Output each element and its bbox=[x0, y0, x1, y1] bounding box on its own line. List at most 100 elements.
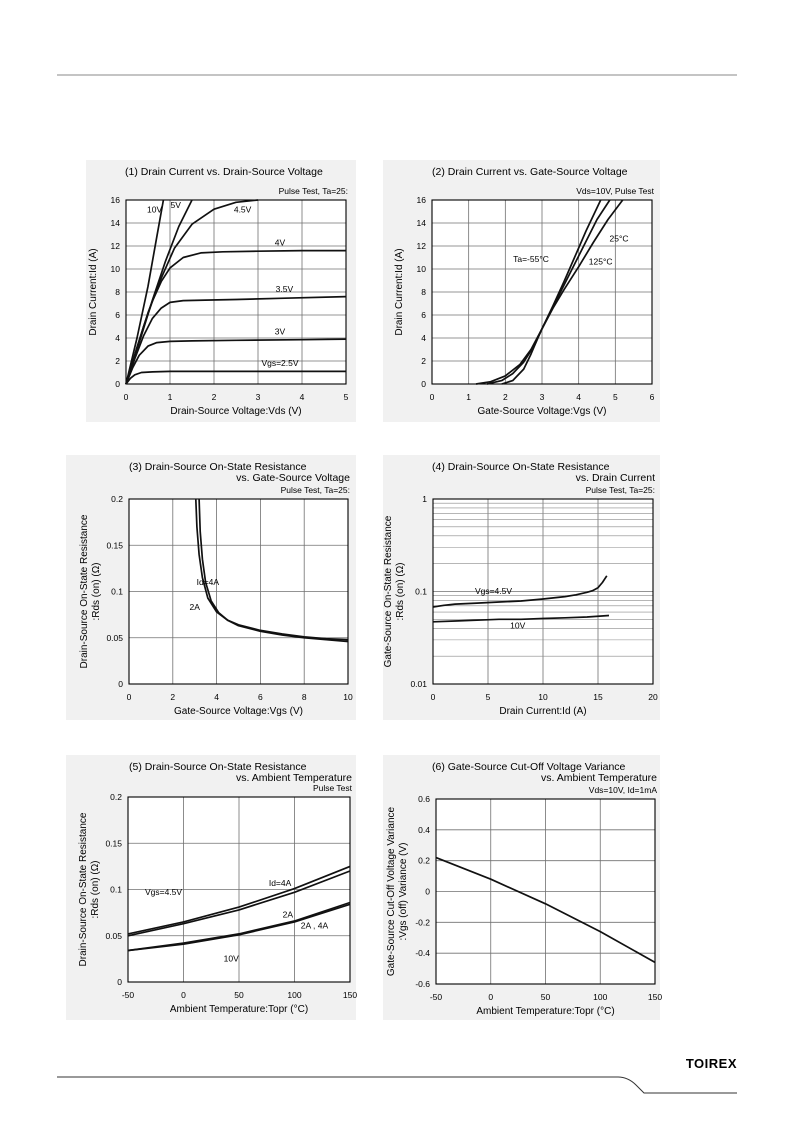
chart-note: Pulse Test, Ta=25: bbox=[586, 485, 655, 495]
y-tick-label: 0.2 bbox=[418, 856, 430, 866]
series-label: 2A , 4A bbox=[301, 920, 329, 930]
y-tick-label: 6 bbox=[115, 310, 120, 320]
x-tick-label: 6 bbox=[650, 392, 655, 402]
series-line bbox=[432, 614, 610, 623]
y-axis-label: Gate-Source On-State Resistance bbox=[383, 515, 394, 667]
x-tick-label: 150 bbox=[343, 990, 357, 1000]
series-label: Vgs=2.5V bbox=[261, 358, 298, 368]
y-tick-label: 16 bbox=[417, 195, 427, 205]
y-tick-label: 0.1 bbox=[415, 587, 427, 597]
y-tick-label: 0 bbox=[118, 679, 123, 689]
y-tick-label: 0.05 bbox=[106, 633, 123, 643]
series-label: 5V bbox=[171, 200, 182, 210]
y-axis-label-line2: :Rds (on) (Ω) bbox=[90, 860, 101, 918]
y-tick-label: 4 bbox=[115, 333, 120, 343]
series-line bbox=[127, 865, 351, 935]
y-tick-label: 0.6 bbox=[418, 794, 430, 804]
x-tick-label: 4 bbox=[214, 692, 219, 702]
series-label: 10V bbox=[224, 954, 239, 964]
plot-frame bbox=[128, 498, 349, 685]
y-tick-label: 10 bbox=[111, 264, 121, 274]
x-tick-label: 10 bbox=[538, 692, 548, 702]
y-axis-label-line2: :Vgs (off) Variance (V) bbox=[398, 843, 409, 941]
series-label: 125°C bbox=[589, 256, 613, 266]
x-tick-label: 1 bbox=[466, 392, 471, 402]
y-tick-label: 14 bbox=[417, 218, 427, 228]
chart-title: (5) Drain-Source On-State Resistance bbox=[129, 761, 307, 773]
plot-frame bbox=[432, 498, 654, 685]
x-tick-label: 8 bbox=[302, 692, 307, 702]
x-tick-label: 5 bbox=[344, 392, 349, 402]
y-tick-label: -0.6 bbox=[415, 979, 430, 989]
series-label: Id=4A bbox=[197, 577, 220, 587]
chart-title: (3) Drain-Source On-State Resistance bbox=[129, 461, 307, 473]
y-tick-label: 12 bbox=[111, 241, 121, 251]
series-line bbox=[125, 199, 165, 385]
chart-title: (1) Drain Current vs. Drain-Source Volta… bbox=[125, 166, 323, 178]
x-tick-label: 2 bbox=[503, 392, 508, 402]
y-tick-label: 0 bbox=[115, 379, 120, 389]
y-tick-label: 0.1 bbox=[110, 885, 122, 895]
y-tick-label: 6 bbox=[421, 310, 426, 320]
series-label: 4.5V bbox=[234, 205, 252, 215]
y-tick-label: 0.2 bbox=[111, 494, 123, 504]
series-label: 4V bbox=[275, 237, 286, 247]
x-axis-label: Ambient Temperature:Topr (°C) bbox=[476, 1006, 614, 1017]
footer-rule bbox=[57, 1076, 737, 1094]
y-tick-label: 0.05 bbox=[105, 931, 122, 941]
chart-note: Pulse Test, Ta=25: bbox=[279, 186, 348, 196]
chart-subtitle: vs. Ambient Temperature bbox=[236, 772, 352, 784]
series-label: 10V bbox=[147, 205, 162, 215]
series-label: Ta=-55°C bbox=[513, 254, 549, 264]
y-tick-label: 0 bbox=[425, 887, 430, 897]
y-axis-label-line2: :Rds (on) (Ω) bbox=[91, 562, 102, 620]
y-tick-label: -0.4 bbox=[415, 948, 430, 958]
x-tick-label: 0 bbox=[430, 392, 435, 402]
x-tick-label: 3 bbox=[540, 392, 545, 402]
series-label: Vgs=4.5V bbox=[475, 586, 512, 596]
y-tick-label: 4 bbox=[421, 333, 426, 343]
chart-note: Vds=10V, Pulse Test bbox=[576, 186, 654, 196]
chart-c4: 0 5 10 15 20 0.01 0.1 1 Vgs=4.5V 10V (4) Drain-Sou… bbox=[383, 455, 660, 720]
x-tick-label: 0 bbox=[181, 990, 186, 1000]
x-tick-label: 5 bbox=[486, 692, 491, 702]
chart-c6: -50 0 50 100 150 -0.6 -0.4 -0.2 0 0.2 0.4 0.6 (6) Ga… bbox=[383, 755, 662, 1020]
chart-note: Pulse Test bbox=[313, 783, 353, 793]
chart-subtitle: vs. Ambient Temperature bbox=[541, 772, 657, 784]
series-label: 10V bbox=[510, 620, 525, 630]
y-axis-label: Drain-Source On-State Resistance bbox=[78, 812, 89, 966]
y-tick-label: 1 bbox=[422, 494, 427, 504]
plot-frame bbox=[127, 796, 351, 983]
series-label: 2A bbox=[283, 909, 294, 919]
x-tick-label: 1 bbox=[168, 392, 173, 402]
series-line bbox=[435, 856, 656, 964]
x-tick-label: 150 bbox=[648, 992, 662, 1002]
chart-subtitle: vs. Gate-Source Voltage bbox=[236, 472, 350, 484]
x-tick-label: 15 bbox=[593, 692, 603, 702]
chart-title: (6) Gate-Source Cut-Off Voltage Variance bbox=[432, 761, 626, 773]
x-axis-label: Ambient Temperature:Topr (°C) bbox=[170, 1004, 308, 1015]
chart-subtitle: vs. Drain Current bbox=[576, 472, 655, 484]
series-line bbox=[125, 370, 346, 385]
y-tick-label: 2 bbox=[115, 356, 120, 366]
x-tick-label: 100 bbox=[593, 992, 607, 1002]
y-tick-label: 10 bbox=[417, 264, 427, 274]
x-axis-label: Drain Current:Id (A) bbox=[499, 706, 586, 717]
series-line bbox=[127, 901, 351, 952]
series-line bbox=[198, 498, 349, 641]
y-axis-label: Drain-Source On-State Resistance bbox=[79, 514, 90, 668]
plot-frame bbox=[431, 199, 653, 385]
y-tick-label: 0.15 bbox=[106, 540, 123, 550]
chart-note: Vds=10V, Id=1mA bbox=[589, 785, 658, 795]
company-logo: TOIREX bbox=[686, 1056, 737, 1071]
x-tick-label: 2 bbox=[170, 692, 175, 702]
y-axis-label: Drain Current:Id (A) bbox=[394, 248, 405, 335]
x-axis-label: Gate-Source Voltage:Vgs (V) bbox=[174, 706, 303, 717]
y-tick-label: 8 bbox=[115, 287, 120, 297]
x-tick-label: 5 bbox=[613, 392, 618, 402]
series-label: 25°C bbox=[610, 233, 629, 243]
chart-c5: -50 0 50 100 15000.050.10.150.2Vgs=4.5VId=4A… bbox=[66, 755, 357, 1020]
x-tick-label: -50 bbox=[430, 992, 443, 1002]
